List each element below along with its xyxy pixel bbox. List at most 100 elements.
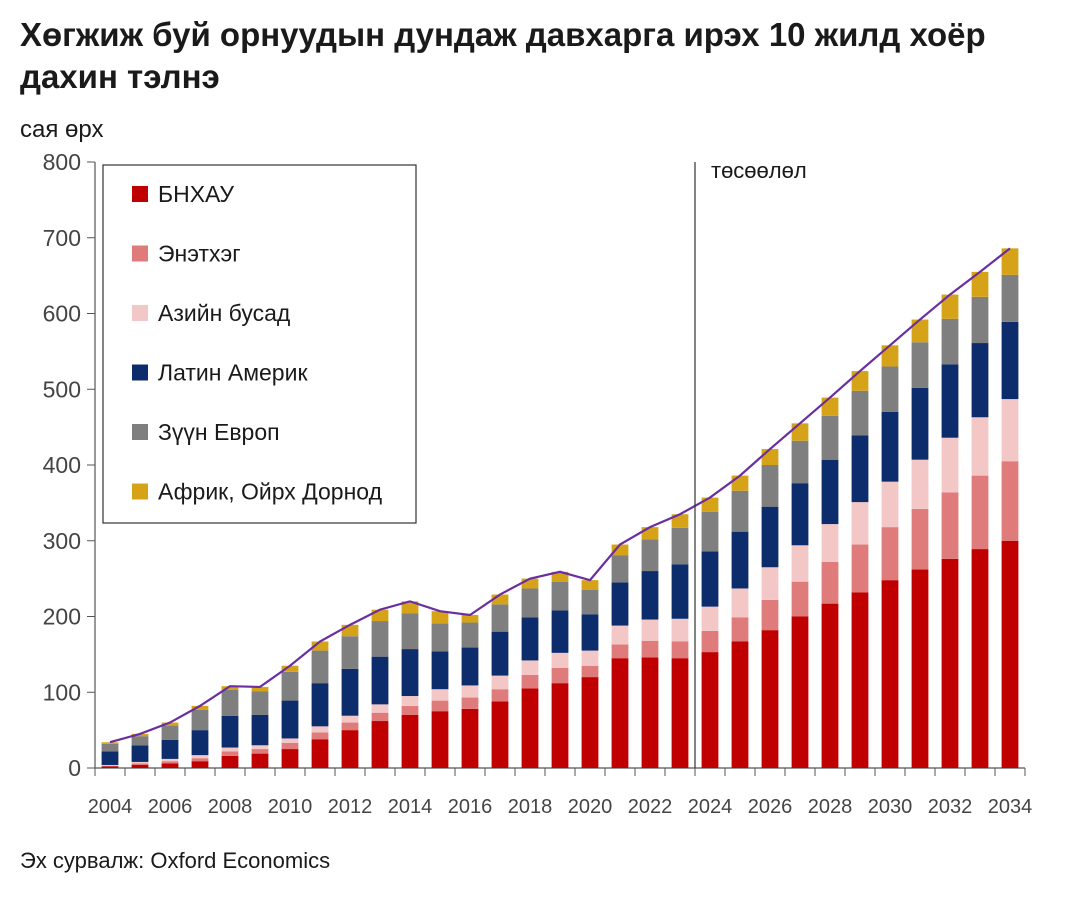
bar-segment-2 [701, 630, 719, 653]
bar-segment-6 [761, 449, 779, 465]
bar-segment-5 [941, 318, 959, 365]
x-tick-label: 2016 [448, 796, 493, 818]
bar-segment-3 [641, 619, 659, 641]
x-tick-label: 2004 [88, 796, 133, 818]
bar-segment-4 [701, 551, 719, 607]
bar-segment-1 [641, 657, 659, 768]
bar-segment-2 [371, 712, 389, 722]
bar-segment-6 [251, 686, 269, 692]
y-tick-label: 200 [43, 604, 81, 630]
bar-segment-3 [131, 761, 149, 764]
bar-segment-3 [461, 685, 479, 698]
bar-segment-5 [1001, 274, 1019, 322]
bar-segment-5 [461, 622, 479, 648]
bar-segment-1 [521, 688, 539, 768]
x-tick-label: 2024 [688, 796, 733, 818]
bar-segment-5 [731, 490, 749, 532]
bar-segment-1 [971, 549, 989, 768]
bar-segment-2 [581, 665, 599, 678]
bar-segment-4 [581, 614, 599, 651]
bar-segment-2 [941, 492, 959, 559]
bar-segment-5 [701, 511, 719, 552]
bar-segment-2 [911, 508, 929, 570]
bar-segment-5 [191, 709, 209, 731]
bar-segment-1 [911, 569, 929, 768]
legend-box [102, 164, 417, 524]
bar-segment-2 [971, 475, 989, 550]
bar-segment-1 [311, 739, 329, 768]
bar-segment-6 [341, 624, 359, 637]
legend-swatch [132, 305, 148, 321]
bar-segment-6 [461, 614, 479, 623]
bar-segment-5 [251, 691, 269, 715]
bar-segment-1 [401, 714, 419, 768]
bar-segment-4 [161, 739, 179, 759]
bar-segment-6 [701, 497, 719, 512]
bar-segment-4 [911, 387, 929, 460]
bar-segment-3 [881, 481, 899, 528]
bar-segment-2 [761, 599, 779, 631]
bar-segment-4 [791, 483, 809, 546]
x-tick-label: 2028 [808, 796, 853, 818]
bar-segment-3 [791, 545, 809, 582]
x-tick-label: 2034 [988, 796, 1033, 818]
y-tick-label: 700 [43, 225, 81, 251]
legend-label: Энэтхэг [158, 241, 241, 267]
bar-segment-5 [971, 296, 989, 344]
legend-label: БНХАУ [158, 181, 234, 207]
bar-segment-1 [581, 677, 599, 768]
bar-segment-5 [431, 623, 449, 652]
legend-swatch [132, 424, 148, 440]
bar-segment-2 [101, 765, 119, 767]
bar-segment-2 [851, 544, 869, 593]
bar-segment-3 [281, 738, 299, 744]
bar-segment-3 [161, 758, 179, 762]
bar-segment-1 [101, 766, 119, 768]
bar-segment-2 [611, 644, 629, 659]
bar-segment-5 [161, 725, 179, 740]
bar-segment-5 [611, 555, 629, 583]
x-tick-label: 2010 [268, 796, 313, 818]
x-tick-label: 2006 [148, 796, 193, 818]
bar-segment-1 [461, 708, 479, 768]
bar-segment-4 [431, 651, 449, 690]
y-tick-label: 600 [43, 301, 81, 327]
bar-segment-6 [641, 527, 659, 540]
bar-segment-1 [851, 592, 869, 768]
bar-segment-5 [311, 650, 329, 684]
bar-segment-5 [491, 604, 509, 632]
bar-segment-1 [191, 761, 209, 768]
bar-segment-4 [1001, 321, 1019, 400]
bar-segment-5 [521, 588, 539, 618]
bar-segment-6 [401, 601, 419, 614]
bar-segment-6 [551, 571, 569, 582]
bar-segment-6 [431, 611, 449, 624]
bar-segment-6 [671, 514, 689, 528]
y-axis-unit-label: сая өрх [20, 116, 104, 143]
bar-segment-2 [251, 749, 269, 754]
bar-segment-2 [1001, 461, 1019, 541]
forecast-label: төсөөлөл [711, 158, 807, 183]
bar-segment-3 [701, 606, 719, 631]
bar-segment-2 [461, 697, 479, 709]
bar-segment-1 [341, 730, 359, 768]
bar-segment-6 [281, 665, 299, 672]
bar-segment-5 [641, 539, 659, 572]
bar-segment-3 [821, 524, 839, 562]
bar-segment-2 [281, 743, 299, 750]
bar-segment-5 [821, 415, 839, 460]
legend-label: Латин Америк [158, 360, 308, 386]
bar-segment-4 [131, 745, 149, 762]
bar-segment-1 [611, 658, 629, 768]
bar-segment-3 [521, 660, 539, 675]
bar-segment-5 [551, 581, 569, 611]
bar-segment-1 [941, 558, 959, 768]
bar-segment-6 [971, 271, 989, 297]
y-tick-label: 100 [43, 679, 81, 705]
bar-segment-3 [581, 650, 599, 666]
bar-segment-1 [161, 763, 179, 768]
bar-segment-6 [911, 319, 929, 343]
bar-segment-3 [341, 715, 359, 723]
bar-segment-5 [281, 671, 299, 701]
bar-segment-5 [221, 689, 239, 716]
